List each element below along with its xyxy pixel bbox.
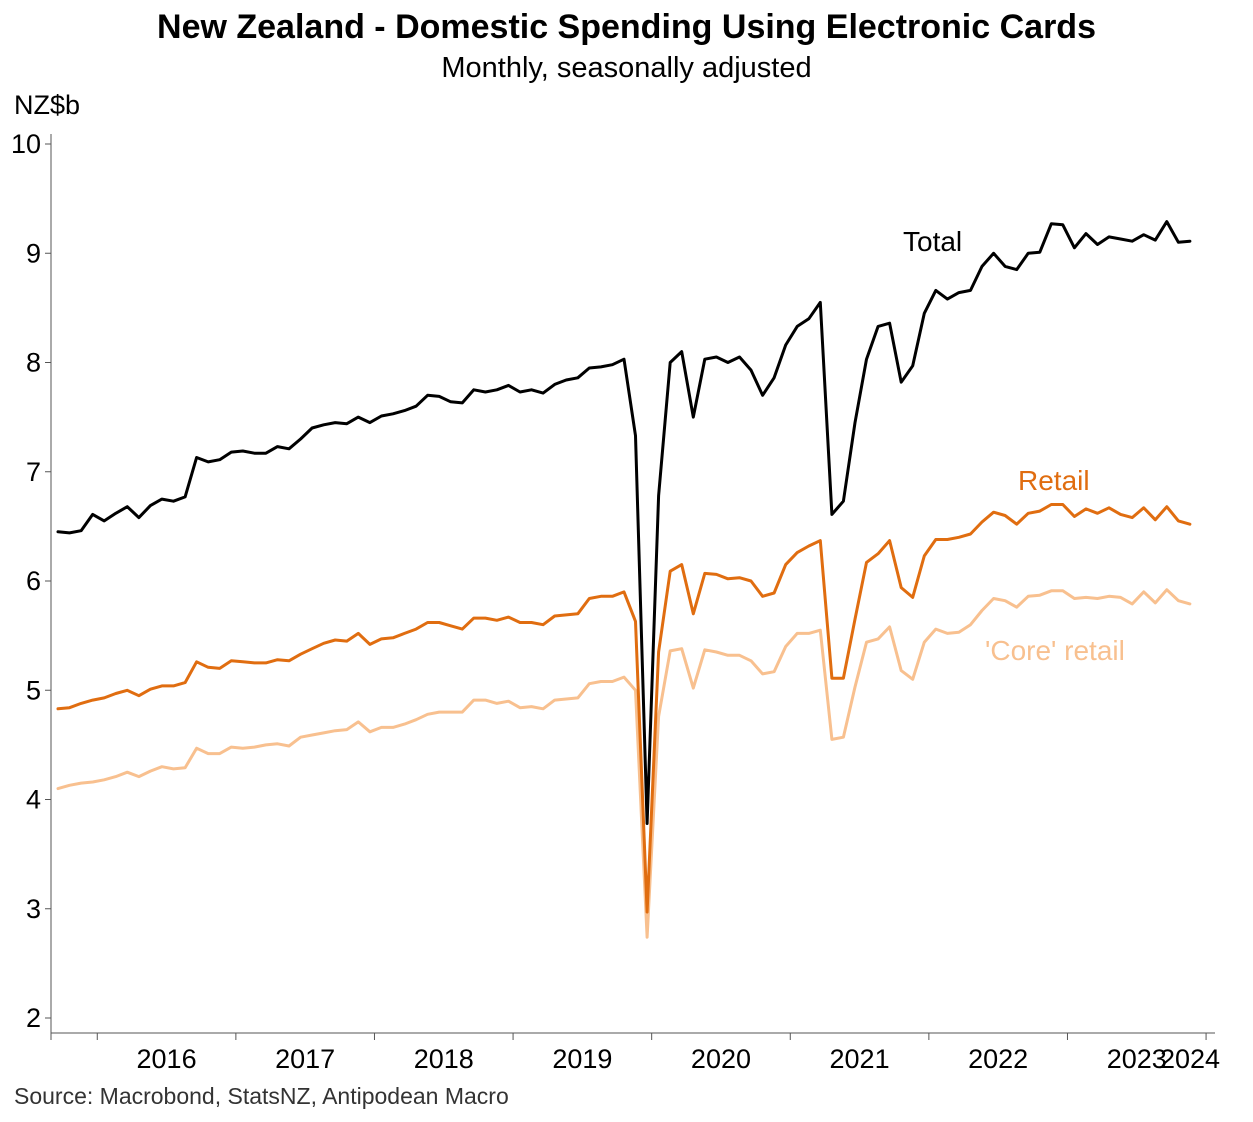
series-layer (56, 220, 1192, 939)
series-line-retail (56, 503, 1192, 914)
y-tick-label: 4 (26, 785, 41, 815)
x-tick-label: 2016 (137, 1044, 197, 1074)
y-tick-label: 6 (26, 566, 41, 596)
y-tick-label: 7 (26, 457, 41, 487)
y-tick-label: 8 (26, 348, 41, 378)
source-note: Source: Macrobond, StatsNZ, Antipodean M… (14, 1083, 509, 1109)
x-tick-label: 2019 (552, 1044, 612, 1074)
series-label: Total (903, 226, 962, 257)
y-tick-label: 2 (26, 1003, 41, 1033)
y-tick-label: 10 (11, 129, 41, 159)
x-tick-label: 2018 (414, 1044, 474, 1074)
x-tick-label: 2024 (1160, 1044, 1220, 1074)
axes: 2 3 4 5 6 7 8 9 10 2016 2017 2018 2019 2020 2021 2022 20… (11, 129, 1220, 1074)
series-line-total (56, 220, 1192, 825)
x-tick-label: 2020 (691, 1044, 751, 1074)
series-labels: Total Retail 'Core' retail (903, 226, 1125, 666)
chart-title: New Zealand - Domestic Spending Using El… (157, 8, 1096, 46)
y-axis-unit-label: NZ$b (14, 90, 81, 120)
chart-subtitle: Monthly, seasonally adjusted (441, 52, 812, 84)
series-label: Retail (1018, 465, 1090, 496)
series-line-coreretail (56, 588, 1192, 939)
y-tick-label: 3 (26, 894, 41, 924)
x-tick-label: 2022 (968, 1044, 1028, 1074)
x-tick-label: 2017 (275, 1044, 335, 1074)
series-label: 'Core' retail (985, 635, 1125, 666)
y-tick-label: 9 (26, 238, 41, 268)
x-tick-label: 2021 (830, 1044, 890, 1074)
x-tick-label: 2023 (1107, 1044, 1167, 1074)
y-tick-label: 5 (26, 675, 41, 705)
